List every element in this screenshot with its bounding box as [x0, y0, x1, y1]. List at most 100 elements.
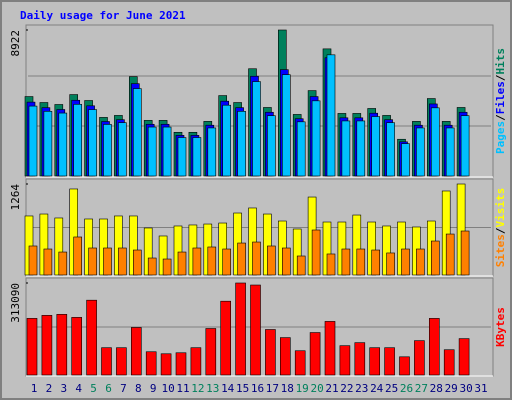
bar — [296, 121, 306, 177]
bar — [205, 328, 217, 376]
bar — [460, 115, 470, 177]
x-tick-label: 2 — [46, 382, 53, 395]
x-tick-label: 21 — [325, 382, 338, 395]
bar — [58, 112, 68, 177]
bar — [177, 137, 187, 177]
bar — [294, 350, 306, 376]
x-tick-label: 7 — [120, 382, 127, 395]
bar — [309, 332, 321, 376]
bar — [443, 349, 455, 376]
x-tick-label: 17 — [266, 382, 279, 395]
bar — [73, 236, 82, 276]
legend-separator: / — [494, 114, 507, 121]
bar — [326, 54, 336, 177]
bar — [371, 116, 381, 177]
bar — [175, 352, 187, 376]
bar — [414, 340, 425, 376]
x-tick-label: 23 — [355, 382, 368, 395]
bar — [116, 347, 127, 376]
bar — [88, 109, 97, 177]
bar — [386, 252, 395, 276]
legend-entry: KBytes — [494, 307, 507, 347]
legend: Sites/Visits — [494, 188, 507, 268]
bar — [267, 245, 276, 276]
y-tick-label: 1264 — [9, 184, 22, 211]
bar — [162, 126, 172, 177]
x-tick-label: 3 — [60, 382, 67, 395]
bar — [207, 127, 217, 177]
bar — [326, 253, 336, 276]
x-tick-label: 28 — [430, 382, 443, 395]
bar — [190, 347, 202, 376]
x-tick-label: 12 — [191, 382, 204, 395]
bar — [88, 247, 97, 276]
x-tick-label: 10 — [161, 382, 174, 395]
x-tick-label: 13 — [206, 382, 219, 395]
x-tick-label: 11 — [176, 382, 189, 395]
bar — [416, 248, 425, 276]
legend-entry: Hits — [494, 48, 507, 75]
legend-entry: Files — [494, 81, 507, 114]
bar — [192, 247, 202, 276]
bar — [445, 233, 455, 276]
x-tick-label: 30 — [459, 382, 472, 395]
x-tick-label: 1 — [31, 382, 38, 395]
bar — [341, 120, 351, 177]
bar — [28, 105, 38, 177]
bar — [28, 245, 38, 276]
bar — [192, 137, 202, 177]
legend: KBytes — [494, 307, 507, 347]
bar — [356, 248, 366, 276]
bar — [103, 124, 112, 177]
x-tick-label: 6 — [105, 382, 112, 395]
legend-separator: / — [494, 74, 507, 81]
legend-entry: Sites — [494, 234, 507, 267]
bar — [386, 122, 395, 177]
x-tick-label: 27 — [415, 382, 428, 395]
bar — [399, 356, 410, 376]
x-tick-label: 20 — [310, 382, 323, 395]
bar — [339, 345, 351, 376]
bar — [237, 242, 246, 276]
bar — [416, 127, 425, 177]
bar — [237, 111, 246, 177]
legend-separator: / — [494, 227, 507, 234]
x-tick-label: 19 — [296, 382, 309, 395]
bar — [428, 318, 440, 376]
x-tick-label: 16 — [251, 382, 264, 395]
bar — [207, 246, 217, 276]
bar — [296, 255, 306, 276]
bar — [118, 247, 127, 276]
x-tick-label: 5 — [90, 382, 97, 395]
bar — [281, 74, 291, 177]
bar — [252, 81, 261, 177]
bar — [384, 347, 395, 376]
x-tick-label: 22 — [340, 382, 353, 395]
bar — [118, 122, 127, 177]
bar — [133, 249, 142, 276]
bar — [281, 247, 291, 276]
bar — [222, 248, 231, 276]
bar — [86, 299, 97, 376]
bar — [131, 327, 142, 376]
bar — [311, 229, 321, 276]
bar — [101, 347, 112, 376]
bar — [147, 257, 157, 276]
bar — [401, 143, 410, 177]
chart-title: Daily usage for June 2021 — [20, 9, 186, 22]
y-tick-label: 313090 — [9, 283, 22, 323]
bar — [341, 248, 351, 276]
bar — [445, 127, 455, 177]
bar — [252, 241, 261, 276]
bar — [354, 342, 366, 376]
x-tick-label: 4 — [75, 382, 82, 395]
bar — [458, 338, 470, 376]
bar — [460, 230, 470, 276]
bar — [220, 300, 231, 376]
bar — [324, 321, 336, 376]
bar — [279, 337, 291, 376]
bar — [430, 107, 440, 177]
x-tick-label: 8 — [135, 382, 142, 395]
